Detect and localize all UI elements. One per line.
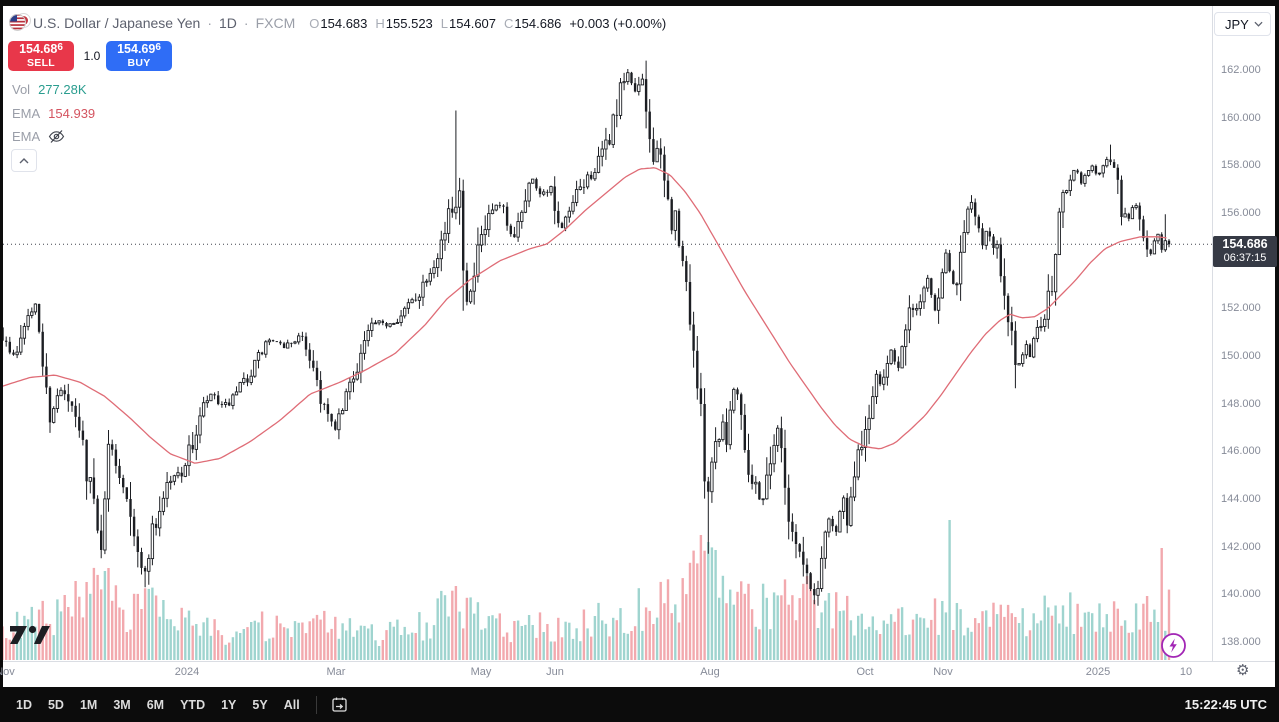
last-price-label: 154.686 06:37:15	[1213, 235, 1277, 267]
high-label: H	[375, 15, 385, 31]
volume-legend-row[interactable]: Vol 277.28K	[12, 81, 87, 98]
price-tick: 148.000	[1221, 397, 1261, 410]
us-flag-icon	[9, 14, 26, 31]
close-value: 154.686	[514, 15, 562, 31]
time-axis-separator	[3, 661, 1275, 662]
ema-label: EMA	[12, 106, 41, 121]
buy-label: BUY	[127, 57, 151, 70]
range-5y-button[interactable]: 5Y	[252, 697, 268, 712]
price-tick: 162.000	[1221, 64, 1261, 76]
time-tick: May	[470, 666, 492, 678]
price-tick: 150.000	[1221, 350, 1261, 362]
time-tick: Nov	[933, 666, 953, 678]
toolbar-divider	[315, 695, 317, 714]
spread-value: 1.0	[83, 49, 101, 63]
time-tick: Mar	[326, 666, 346, 678]
ema-hidden-legend-row[interactable]: EMA	[12, 128, 65, 145]
range-3m-button[interactable]: 3M	[113, 697, 131, 712]
time-tick: Oct	[856, 666, 874, 678]
sell-price: 154.68	[19, 42, 58, 57]
volume-label: Vol	[12, 82, 31, 97]
price-tick: 160.000	[1221, 111, 1261, 124]
sell-label: SELL	[26, 57, 56, 70]
bottom-toolbar: 1D 5D 1M 3M 6M YTD 1Y 5Y All 15:22:45 UTC	[0, 687, 1279, 722]
chevron-up-icon	[19, 157, 29, 163]
price-tick: 144.000	[1221, 493, 1261, 505]
range-1m-button[interactable]: 1M	[79, 697, 98, 712]
currency-selector-button[interactable]: JPY	[1214, 12, 1271, 36]
frame-top	[0, 0, 1279, 6]
eye-off-icon[interactable]	[48, 129, 65, 144]
price-tick: 140.000	[1221, 588, 1261, 601]
change-value: +0.003 (+0.00%)	[569, 15, 667, 31]
buy-price-pip: 6	[155, 42, 161, 54]
time-tick: Jun	[546, 666, 564, 678]
interval-button[interactable]: 1D	[219, 15, 237, 31]
currency-label: JPY	[1225, 16, 1249, 32]
time-tick: 10	[1179, 666, 1193, 678]
bar-countdown: 06:37:15	[1223, 252, 1267, 265]
tradingview-logo[interactable]	[8, 617, 52, 656]
clock-utc[interactable]: 15:22:45 UTC	[1184, 697, 1267, 712]
price-axis[interactable]	[1213, 6, 1275, 661]
collapse-legend-button[interactable]	[11, 149, 37, 172]
ema-hidden-label: EMA	[12, 129, 41, 144]
calendar-icon	[332, 697, 347, 712]
time-tick: 2025	[1085, 666, 1111, 678]
header-separator: ·	[207, 15, 213, 31]
price-axis-separator	[1212, 6, 1213, 661]
range-1y-button[interactable]: 1Y	[221, 697, 237, 712]
chevron-down-icon	[1254, 21, 1263, 27]
range-all-button[interactable]: All	[283, 697, 300, 712]
symbol-title[interactable]: U.S. Dollar / Japanese Yen	[33, 15, 201, 31]
lightning-icon	[1169, 638, 1177, 653]
sell-button[interactable]: 154.686 SELL	[8, 41, 74, 71]
ema-value: 154.939	[48, 106, 96, 121]
frame-left	[0, 0, 3, 722]
price-tick: 146.000	[1221, 445, 1261, 458]
price-tick: 158.000	[1221, 159, 1261, 172]
exchange-label[interactable]: FXCM	[255, 15, 296, 31]
price-tick: 142.000	[1221, 540, 1261, 553]
time-tick: Aug	[700, 666, 720, 678]
low-label: L	[440, 15, 449, 31]
frame-right	[1275, 0, 1279, 722]
high-value: 155.523	[385, 15, 433, 31]
range-6m-button[interactable]: 6M	[146, 697, 165, 712]
chart-panel	[3, 6, 1275, 687]
price-tick: 138.000	[1221, 636, 1261, 648]
price-tick: 152.000	[1221, 302, 1261, 315]
buy-price: 154.69	[117, 42, 156, 57]
open-value: 154.683	[320, 15, 368, 31]
open-label: O	[309, 15, 320, 31]
price-tick: 156.000	[1221, 207, 1261, 219]
go-to-date-button[interactable]	[325, 692, 354, 717]
buy-button[interactable]: 154.696 BUY	[106, 41, 172, 71]
ohlc-values: O 154.683 H 155.523 L 154.607 C 154.686 +0.0…	[309, 16, 666, 31]
time-tick: 2024	[174, 666, 200, 678]
range-1d-button[interactable]: 1D	[16, 697, 32, 712]
sell-price-pip: 6	[57, 42, 63, 54]
time-tick: Nov	[0, 666, 15, 678]
header-separator: ·	[243, 15, 249, 31]
low-value: 154.607	[449, 15, 497, 31]
range-5d-button[interactable]: 5D	[47, 697, 64, 712]
last-price-value: 154.686	[1222, 236, 1268, 251]
volume-value: 277.28K	[38, 82, 87, 97]
symbol-pair-flags-icon	[9, 13, 31, 32]
range-ytd-button[interactable]: YTD	[180, 697, 206, 712]
ema-legend-row[interactable]: EMA 154.939	[12, 105, 95, 122]
close-label: C	[504, 15, 514, 31]
axis-settings-gear-icon[interactable]: ⚙	[1236, 662, 1250, 679]
boost-lightning-button[interactable]	[1160, 632, 1187, 659]
